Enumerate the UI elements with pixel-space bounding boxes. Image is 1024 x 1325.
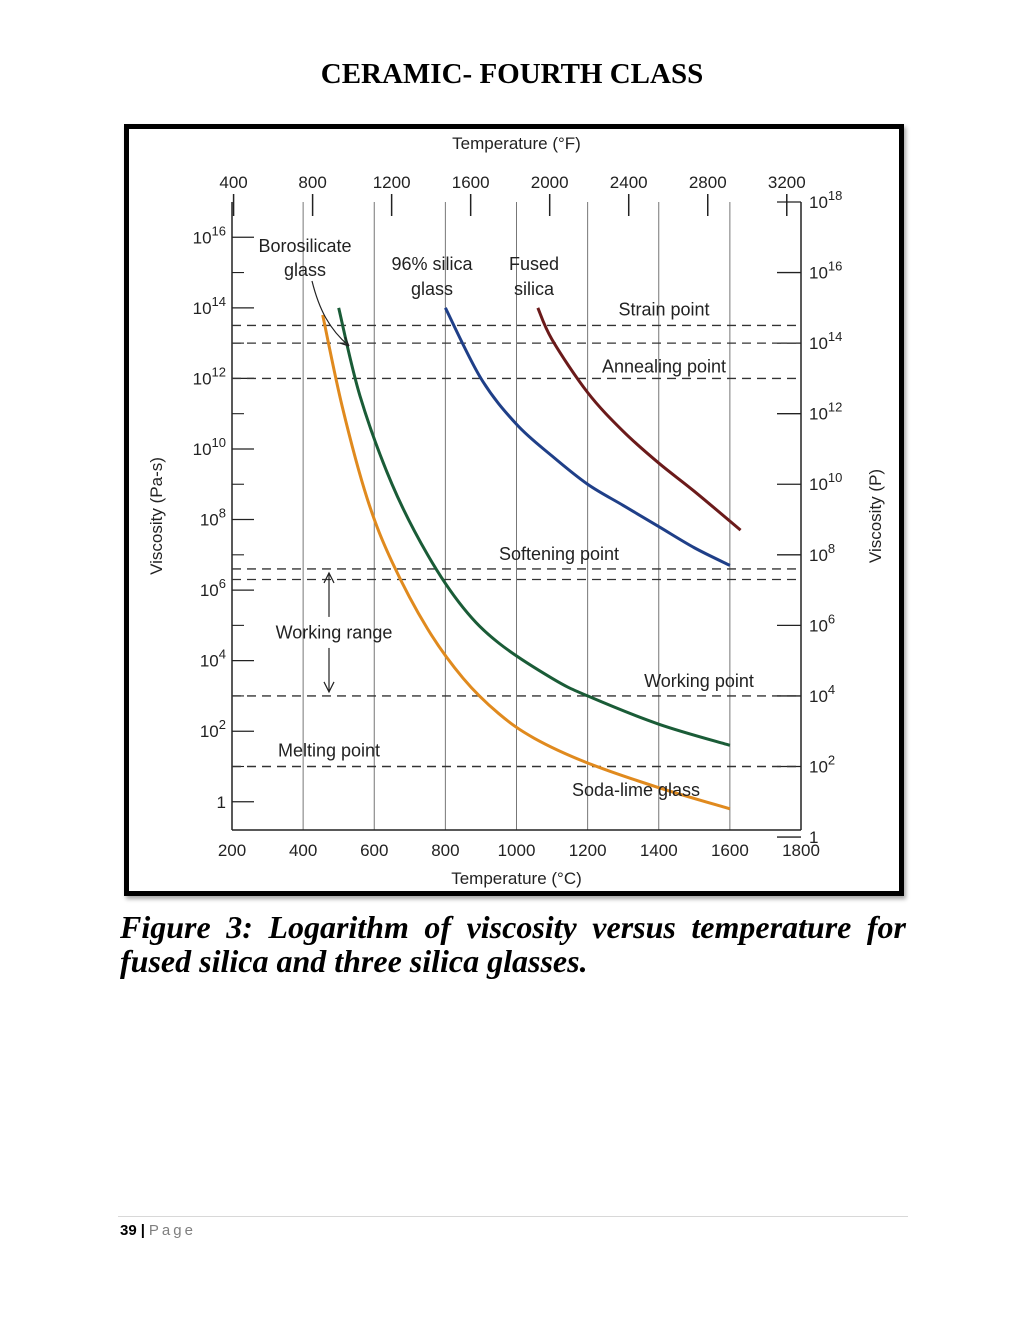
bottom-tick-label-c: 1200 [569, 841, 607, 860]
footer-separator: | [140, 1222, 145, 1239]
annotation-soda-lime: Soda-lime glass [572, 780, 700, 800]
working-range-arrowhead [323, 571, 335, 584]
annotation-borosilicate: glass [284, 260, 326, 280]
top-axis-title: Temperature (°F) [452, 134, 581, 153]
reference-line-label: Softening point [499, 544, 619, 564]
annotation-fused-silica: Fused [509, 254, 559, 274]
series-line [337, 307, 731, 747]
reference-line-label: Strain point [618, 299, 709, 319]
top-tick-label-f: 2000 [531, 173, 569, 192]
viscosity-chart: 400 800 1200 1600 2000 2400 2800 3200Temperatur… [147, 134, 885, 888]
left-tick-label: 104 [200, 647, 226, 671]
page-heading: CERAMIC- FOURTH CLASS [320, 58, 704, 90]
series-line [321, 314, 731, 811]
bottom-tick-label-c: 600 [360, 841, 388, 860]
reference-line-label: Melting point [278, 740, 380, 760]
top-tick-label-f: 1600 [452, 173, 490, 192]
left-tick-label: 1012 [193, 364, 226, 388]
annotation-96-silica: 96% silica [391, 254, 473, 274]
bottom-tick-label-c: 1400 [640, 841, 678, 860]
page-footer: 39 | Page [120, 1222, 196, 1239]
pointer-arrow [311, 280, 350, 347]
right-tick-label: 104 [809, 682, 835, 706]
left-tick-label: 1 [217, 793, 226, 812]
right-tick-label: 1 [809, 828, 818, 847]
series-line [536, 307, 742, 532]
top-tick-label-f: 800 [298, 173, 326, 192]
right-tick-label: 1018 [809, 188, 842, 212]
bottom-tick-label-c: 200 [218, 841, 246, 860]
left-axis-title: Viscosity (Pa-s) [147, 457, 166, 575]
annotation-borosilicate: Borosilicate [258, 236, 351, 256]
bottom-tick-label-c: 1600 [711, 841, 749, 860]
working-range-arrowhead [323, 681, 335, 694]
left-tick-label: 1016 [193, 223, 226, 247]
pointer-arrowhead [339, 336, 350, 347]
annotation-fused-silica: silica [514, 279, 555, 299]
top-tick-label-f: 1200 [373, 173, 411, 192]
right-tick-label: 106 [809, 611, 835, 635]
reference-line-label: Working point [644, 671, 754, 691]
figure-caption: Figure 3: Logarithm of viscosity versus … [120, 909, 906, 979]
page-number: 39 [120, 1222, 137, 1239]
right-tick-label: 108 [809, 541, 835, 565]
annotation-working-range: Working range [276, 622, 393, 642]
reference-line-label: Annealing point [602, 356, 726, 376]
annotation-96-silica: glass [411, 279, 453, 299]
left-tick-label: 1014 [193, 294, 226, 318]
right-tick-label: 1012 [809, 400, 842, 424]
left-tick-label: 102 [200, 717, 226, 741]
bottom-axis-title: Temperature (°C) [451, 869, 582, 888]
bottom-tick-label-c: 400 [289, 841, 317, 860]
bottom-tick-label-c: 800 [431, 841, 459, 860]
figure-frame: 400 800 1200 1600 2000 2400 2800 3200 Temperatur… [124, 124, 904, 896]
top-tick-label-f: 2800 [689, 173, 727, 192]
right-tick-label: 102 [809, 752, 835, 776]
bottom-tick-label-c: 1800 [782, 841, 820, 860]
page-label: Page [148, 1222, 196, 1239]
right-tick-label: 1014 [809, 329, 842, 353]
series-line [444, 307, 731, 567]
left-tick-label: 106 [200, 576, 226, 600]
bottom-tick-label-c: 1000 [498, 841, 536, 860]
top-tick-label-f: 2400 [610, 173, 648, 192]
right-axis-title: Viscosity (P) [866, 469, 885, 563]
left-tick-label: 1010 [193, 435, 226, 459]
footer-divider [118, 1216, 908, 1217]
right-tick-label: 1016 [809, 259, 842, 283]
top-tick-label-f: 400 [219, 173, 247, 192]
right-tick-label: 1010 [809, 470, 842, 494]
left-tick-label: 108 [200, 506, 226, 530]
top-tick-label-f: 3200 [768, 173, 806, 192]
